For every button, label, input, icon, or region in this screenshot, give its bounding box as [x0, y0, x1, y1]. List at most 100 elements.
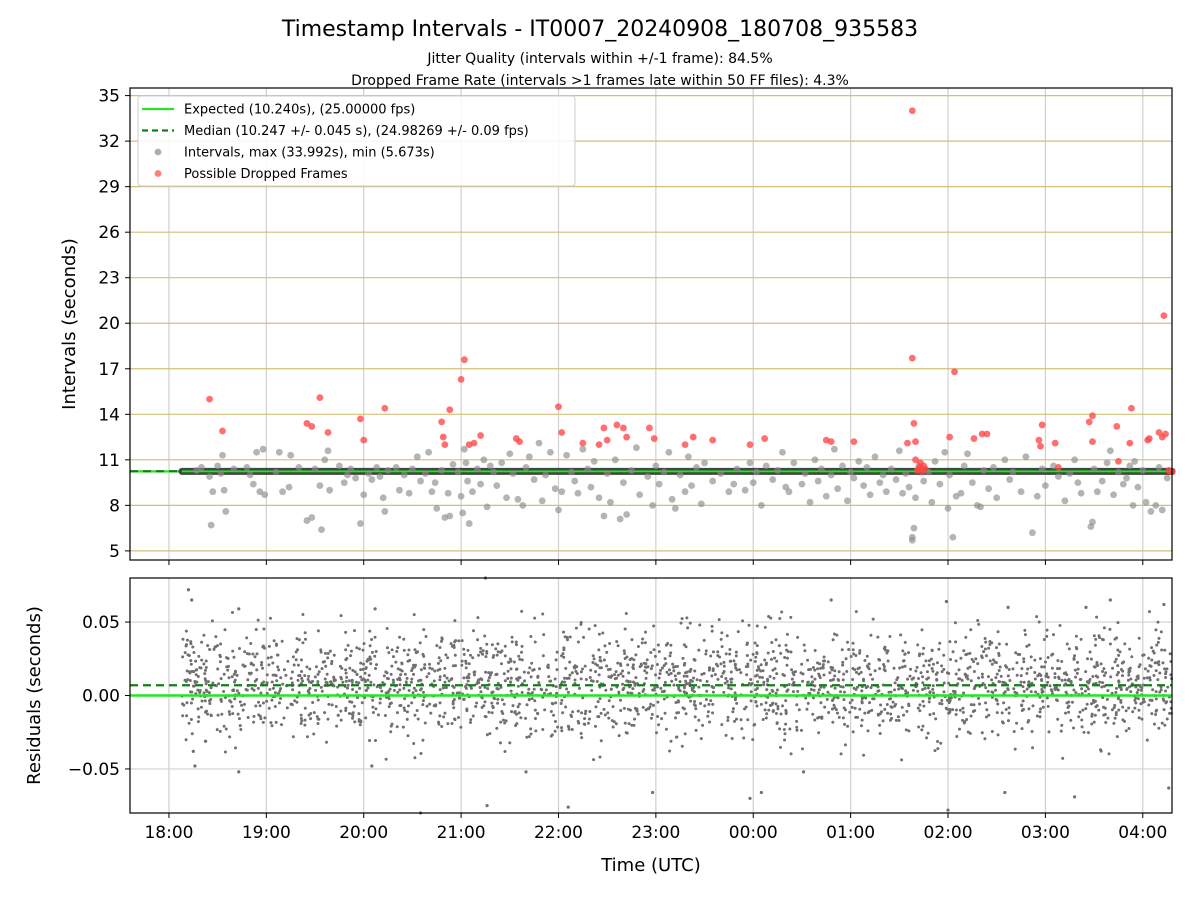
residual-point — [935, 661, 939, 665]
residual-point — [745, 643, 749, 647]
dropped-frame-point — [460, 356, 468, 364]
residual-outlier-point — [524, 770, 528, 774]
residual-point — [1025, 687, 1029, 691]
interval-point — [892, 476, 900, 483]
residual-point — [1098, 680, 1102, 684]
residual-point — [495, 672, 499, 676]
interval-point — [249, 480, 257, 488]
residual-point — [345, 686, 349, 690]
residual-point — [416, 717, 420, 721]
residual-point — [640, 641, 644, 645]
dropped-frame-point — [746, 441, 754, 449]
residual-point — [1029, 690, 1033, 694]
residual-point — [614, 670, 618, 674]
residual-point — [663, 680, 667, 684]
residual-point — [359, 668, 363, 672]
dropped-frame-point — [910, 420, 918, 427]
residual-point — [291, 735, 295, 739]
residual-point — [190, 690, 194, 694]
interval-point — [822, 492, 830, 500]
residual-point — [1114, 691, 1118, 695]
residual-point — [916, 706, 920, 710]
intervals-y-tick-label: 17 — [98, 360, 120, 380]
residual-point — [344, 708, 348, 712]
interval-point — [905, 483, 913, 491]
intervals-y-tick-label: 11 — [98, 451, 120, 471]
residual-point — [711, 690, 715, 694]
residual-point — [686, 626, 690, 630]
residual-point — [1115, 636, 1119, 640]
residual-point — [583, 664, 587, 668]
dropped-frame-point — [1085, 418, 1093, 426]
residual-point — [819, 701, 823, 705]
residual-point — [841, 663, 845, 667]
residual-point — [1015, 691, 1019, 695]
residual-point — [452, 706, 456, 710]
residual-point — [230, 675, 234, 679]
residual-point — [606, 668, 610, 672]
residual-point — [716, 677, 720, 681]
interval-point — [571, 477, 579, 485]
residual-point — [1119, 686, 1123, 690]
residual-point — [496, 687, 500, 691]
residual-point — [822, 685, 826, 689]
residual-point — [1141, 700, 1145, 704]
residual-point — [906, 677, 910, 681]
residual-point — [1134, 701, 1138, 705]
interval-point — [1147, 508, 1155, 515]
interval-point — [316, 482, 324, 490]
residual-point — [622, 686, 626, 690]
residual-point — [630, 638, 634, 642]
residual-point — [471, 656, 475, 660]
residual-point — [771, 708, 775, 712]
residual-point — [424, 634, 428, 638]
residual-point — [907, 702, 911, 706]
residual-point — [751, 652, 755, 656]
interval-point — [1110, 491, 1117, 499]
residual-point — [1136, 697, 1140, 701]
residual-point — [645, 658, 649, 662]
residual-point — [809, 688, 813, 692]
interval-point — [952, 492, 960, 500]
residual-point — [374, 650, 378, 654]
residual-point — [364, 666, 368, 670]
residual-point — [832, 632, 836, 636]
residual-point — [263, 716, 267, 720]
residual-point — [270, 680, 274, 684]
residual-point — [1116, 671, 1120, 675]
chart-title: Timestamp Intervals - IT0007_20240908_18… — [281, 17, 918, 42]
residuals-x-axis-label: Time (UTC) — [600, 855, 701, 876]
residual-point — [944, 706, 948, 710]
residual-point — [499, 720, 503, 724]
residual-point — [320, 689, 324, 693]
residual-point — [520, 650, 524, 654]
residual-point — [1135, 691, 1139, 695]
residual-point — [830, 668, 834, 672]
residual-point — [516, 684, 520, 688]
residual-point — [1042, 638, 1046, 642]
residual-point — [1148, 678, 1152, 682]
residual-point — [795, 725, 799, 729]
residual-point — [753, 641, 757, 645]
dropped-frame-point — [613, 421, 621, 429]
residual-point — [1043, 660, 1047, 664]
residual-outlier-point — [191, 749, 195, 753]
residual-point — [314, 665, 318, 669]
residual-point — [533, 616, 537, 620]
residual-point — [854, 653, 858, 657]
residual-point — [317, 670, 321, 674]
residual-point — [626, 707, 630, 711]
interval-point — [1139, 467, 1147, 474]
interval-point — [811, 456, 819, 464]
interval-point — [444, 489, 452, 497]
dropped-frame-point — [904, 439, 911, 447]
residual-point — [1057, 675, 1061, 679]
residual-point — [676, 699, 680, 703]
residual-point — [689, 699, 693, 703]
interval-point — [400, 471, 408, 479]
residual-point — [1168, 711, 1172, 715]
residual-point — [186, 678, 190, 682]
residual-point — [194, 659, 198, 663]
residual-point — [755, 651, 759, 655]
residual-point — [763, 625, 767, 629]
